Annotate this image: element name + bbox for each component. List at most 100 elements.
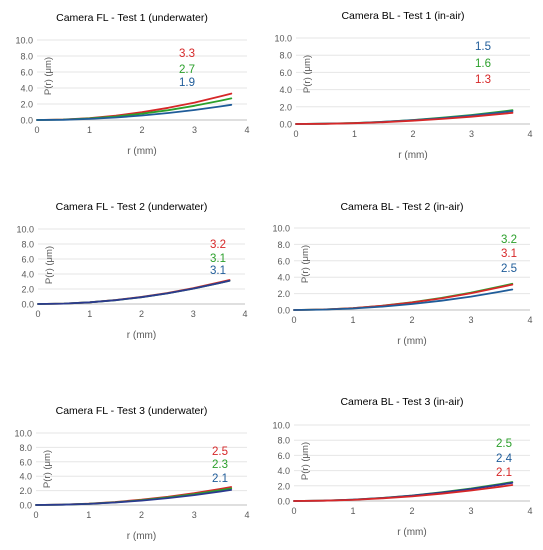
x-tick-label: 4 xyxy=(244,125,249,135)
y-axis-title: P(r) (μm) xyxy=(43,57,54,95)
value-annotation: 3.2 xyxy=(210,239,226,251)
x-tick-label: 1 xyxy=(87,309,92,319)
x-tick-label: 3 xyxy=(469,129,474,139)
x-tick-label: 0 xyxy=(35,309,40,319)
x-tick-label: 1 xyxy=(350,506,355,516)
series-line xyxy=(295,110,514,125)
chart-title: Camera BL - Test 3 (in-air) xyxy=(340,396,463,408)
value-annotation: 3.1 xyxy=(210,265,226,277)
x-axis-title: r (mm) xyxy=(397,336,426,347)
y-tick-label: 6.0 xyxy=(19,457,32,467)
y-tick-label: 8.0 xyxy=(21,240,34,250)
y-tick-label: 8.0 xyxy=(277,436,290,446)
x-tick-label: 2 xyxy=(409,315,414,325)
value-annotation: 1.3 xyxy=(475,74,491,86)
y-tick-label: 2.0 xyxy=(277,481,290,491)
y-tick-label: 2.0 xyxy=(277,289,290,299)
value-annotation: 2.4 xyxy=(496,453,513,465)
chart-title: Camera BL - Test 1 (in-air) xyxy=(341,10,464,22)
y-tick-label: 2.0 xyxy=(279,102,292,112)
y-tick-label: 4.0 xyxy=(19,472,32,482)
y-axis-title: P(r) (μm) xyxy=(44,246,55,284)
y-tick-label: 4.0 xyxy=(20,84,33,94)
y-tick-label: 4.0 xyxy=(277,273,290,283)
x-tick-label: 1 xyxy=(87,125,92,135)
y-tick-label: 10.0 xyxy=(272,421,290,431)
x-tick-label: 1 xyxy=(86,510,91,520)
y-axis-title: P(r) (μm) xyxy=(302,55,313,93)
y-tick-label: 0.0 xyxy=(20,116,33,126)
x-axis-title: r (mm) xyxy=(398,150,427,161)
series-line xyxy=(293,282,514,311)
y-tick-label: 8.0 xyxy=(277,240,290,250)
value-annotation: 2.1 xyxy=(496,467,512,479)
y-tick-label: 2.0 xyxy=(20,100,33,110)
y-tick-label: 0.0 xyxy=(279,120,292,130)
series-line xyxy=(295,111,514,125)
x-axis-title: r (mm) xyxy=(127,330,156,341)
y-tick-label: 6.0 xyxy=(279,68,292,78)
value-annotation: 2.5 xyxy=(212,446,228,458)
y-tick-label: 4.0 xyxy=(277,466,290,476)
series-line xyxy=(36,103,233,121)
y-axis-title: P(r) (μm) xyxy=(300,245,311,283)
x-tick-label: 4 xyxy=(242,309,247,319)
x-tick-label: 2 xyxy=(409,506,414,516)
x-tick-label: 2 xyxy=(139,125,144,135)
y-axis-title: P(r) (μm) xyxy=(42,450,53,488)
x-tick-label: 2 xyxy=(139,510,144,520)
y-tick-label: 10.0 xyxy=(15,36,33,46)
value-annotation: 2.7 xyxy=(179,64,195,76)
y-tick-label: 0.0 xyxy=(277,497,290,507)
x-tick-label: 2 xyxy=(139,309,144,319)
x-tick-label: 4 xyxy=(244,510,249,520)
chart-title: Camera FL - Test 3 (underwater) xyxy=(56,405,208,417)
y-tick-label: 6.0 xyxy=(21,255,34,265)
x-tick-label: 3 xyxy=(468,506,473,516)
y-tick-label: 2.0 xyxy=(19,486,32,496)
x-tick-label: 3 xyxy=(468,315,473,325)
x-tick-label: 4 xyxy=(527,315,532,325)
y-tick-label: 4.0 xyxy=(21,270,34,280)
y-tick-label: 0.0 xyxy=(19,501,32,511)
value-annotation: 1.5 xyxy=(475,41,491,53)
y-tick-label: 8.0 xyxy=(20,52,33,62)
y-tick-label: 10.0 xyxy=(16,225,34,235)
y-tick-label: 0.0 xyxy=(277,306,290,316)
y-tick-label: 6.0 xyxy=(277,451,290,461)
y-tick-label: 8.0 xyxy=(19,443,32,453)
x-tick-label: 4 xyxy=(527,129,532,139)
value-annotation: 1.9 xyxy=(179,77,195,89)
value-annotation: 3.1 xyxy=(210,253,226,265)
y-tick-label: 8.0 xyxy=(279,51,292,61)
value-annotation: 2.5 xyxy=(501,263,517,275)
value-annotation: 1.6 xyxy=(475,58,491,70)
series-line xyxy=(37,279,231,305)
y-tick-label: 10.0 xyxy=(272,224,290,234)
y-tick-label: 6.0 xyxy=(277,256,290,266)
x-tick-label: 0 xyxy=(293,129,298,139)
chart-title: Camera BL - Test 2 (in-air) xyxy=(340,201,463,213)
x-tick-label: 3 xyxy=(192,125,197,135)
x-tick-label: 0 xyxy=(291,506,296,516)
y-tick-label: 2.0 xyxy=(21,285,34,295)
y-tick-label: 4.0 xyxy=(279,85,292,95)
series-line xyxy=(293,481,514,502)
x-tick-label: 1 xyxy=(352,129,357,139)
value-annotation: 3.1 xyxy=(501,248,517,260)
y-tick-label: 0.0 xyxy=(21,300,34,310)
x-tick-label: 4 xyxy=(527,506,532,516)
series-line xyxy=(293,484,514,502)
series-line xyxy=(293,283,514,311)
x-tick-label: 0 xyxy=(33,510,38,520)
series-line xyxy=(35,488,233,506)
value-annotation: 3.3 xyxy=(179,48,195,60)
value-annotation: 2.5 xyxy=(496,438,512,450)
y-tick-label: 10.0 xyxy=(274,34,292,44)
x-tick-label: 3 xyxy=(192,510,197,520)
series-line xyxy=(293,288,514,311)
x-tick-label: 0 xyxy=(34,125,39,135)
x-tick-label: 0 xyxy=(291,315,296,325)
x-tick-label: 1 xyxy=(350,315,355,325)
